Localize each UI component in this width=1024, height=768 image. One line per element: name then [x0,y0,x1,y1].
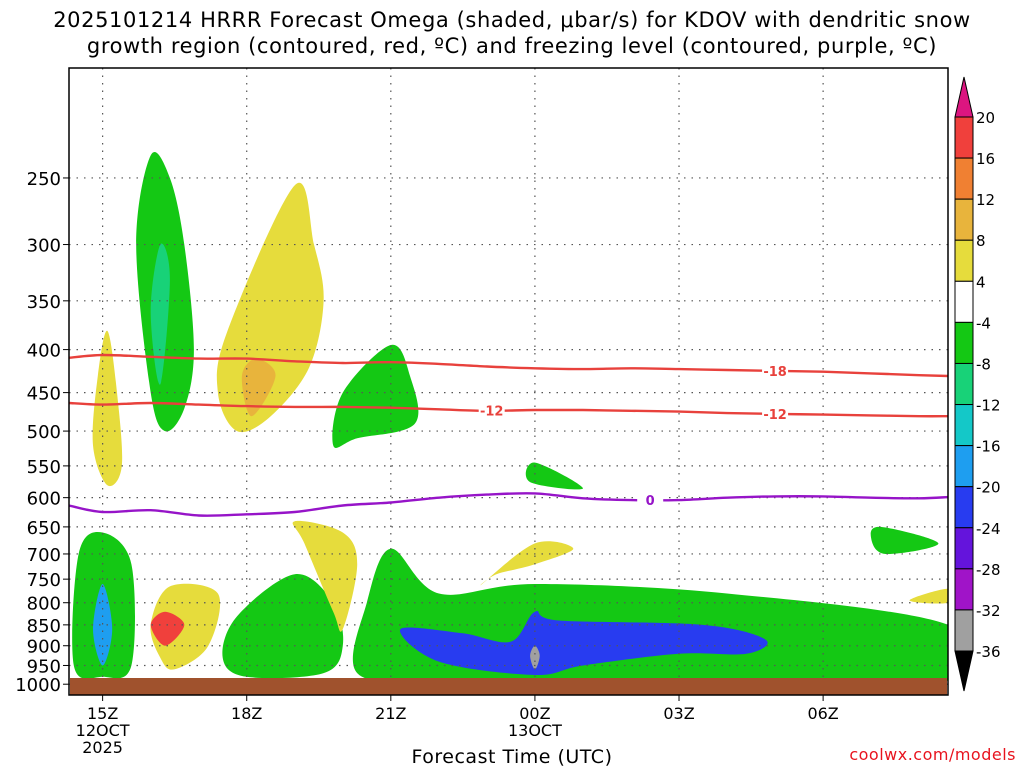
colorbar-band-0 [954,116,974,159]
contour-label-bg [762,362,789,378]
contour-dendritic-top [69,353,948,378]
colorbar-label--8: -8 [976,355,991,373]
colorbar-band-7 [954,404,974,447]
y-tick-label-1000: 1000 [15,675,61,696]
y-tick-label-800: 800 [27,594,61,615]
colorbar-label-4: 4 [976,273,986,291]
contour-label-bg [762,405,789,421]
colorbar-band-3 [954,239,974,282]
x-tick-label-15Z-0: 15Z [87,704,118,723]
colorbar-label--20: -20 [976,479,1001,497]
colorbar-band-2 [954,198,974,241]
y-axis: 2503003504004505005506006507007508008509… [15,169,69,696]
colorbar-label-20: 20 [976,109,995,127]
omega-region-low-sink-i-core [399,610,768,676]
colorbar-label--28: -28 [976,561,1001,579]
contour-label-dendritic-bottom-1: -12 [763,408,787,423]
ground-strip-fill [70,678,947,695]
colorbar-band-12 [954,609,974,652]
colorbar-label-8: 8 [976,232,986,250]
omega-shading [72,152,948,685]
y-tick-label-450: 450 [27,384,61,405]
x-tick-label-21Z-0: 21Z [375,704,406,723]
chart-title-line-2: growth region (contoured, red, ºC) and f… [86,34,938,58]
omega-region-mid-sink-d [332,344,419,449]
x-tick-label-00Z-1: 13OCT [508,721,562,740]
y-tick-label-600: 600 [27,489,61,510]
omega-region-east-sink-l [870,526,939,555]
x-tick-label-18Z-0: 18Z [231,704,262,723]
contour-label-dendritic-bottom-0: -12 [480,405,504,420]
y-tick-label-850: 850 [27,616,61,637]
colorbar-band-6 [954,362,974,406]
colorbar-label--32: -32 [976,602,1001,620]
contour-dendritic-bottom [69,401,948,418]
contour-label-bg [637,492,664,508]
colorbar-band-4 [954,280,974,323]
x-tick-label-15Z-1: 12OCT [76,721,130,740]
omega-region-upper-rise-b-core [241,358,276,417]
colorbar-band-5 [954,321,974,364]
chart-title-line-1: 2025101214 HRRR Forecast Omega (shaded, … [53,8,971,32]
y-tick-label-750: 750 [27,570,61,591]
omega-region-mid-sink-k [525,462,584,490]
colorbar-label--24: -24 [976,520,1001,538]
y-tick-label-550: 550 [27,457,61,478]
colorbar: 20 16 12 8 4 -4 -8 -12 -16 -20 -24 -28 -32 -36 [954,76,1001,692]
contour-label-dendritic-top-0: -18 [763,365,787,380]
omega-region-low-sink-max [530,645,540,670]
colorbar-label--16: -16 [976,438,1001,456]
x-tick-label-03Z-0: 03Z [663,704,694,723]
x-tick-label-15Z-2: 2025 [82,738,123,757]
omega-region-east-rise-m [909,588,948,604]
colorbar-label--12: -12 [976,397,1001,415]
colorbar-band-8 [954,445,974,488]
colorbar-band-9 [954,486,974,529]
omega-region-low-rise-f-core [150,611,185,646]
y-tick-label-650: 650 [27,518,61,539]
y-tick-label-300: 300 [27,236,61,257]
plot-frame [68,67,949,696]
credit-link[interactable]: coolwx.com/models [849,745,1016,764]
y-tick-label-900: 900 [27,637,61,658]
y-tick-label-500: 500 [27,422,61,443]
omega-region-upper-sink-a-core [150,243,170,385]
contour-lines: -18 -12 -12 0 [69,353,948,517]
colorbar-band-1 [954,157,974,200]
omega-region-low-sink-e-core [93,584,113,666]
y-tick-label-400: 400 [27,341,61,362]
colorbar-band-11 [954,568,974,611]
omega-region-mid-rise-j [480,541,574,586]
contour-freezing-level [69,492,948,517]
contour-label-bg [478,402,505,418]
colorbar-band-10 [954,527,974,570]
y-tick-label-350: 350 [27,292,61,313]
colorbar-label--4: -4 [976,314,991,332]
x-tick-label-00Z-0: 00Z [519,704,550,723]
y-tick-label-950: 950 [27,656,61,677]
colorbar-label-12: 12 [976,191,995,209]
ground-strip [70,678,947,695]
colorbar-bottom-arrow [954,650,974,692]
y-tick-label-700: 700 [27,545,61,566]
contour-label-freezing-level-0: 0 [646,494,655,509]
omega-region-low-rise-f [150,583,221,670]
y-tick-label-250: 250 [27,169,61,190]
x-tick-label-06Z-0: 06Z [807,704,838,723]
colorbar-top-arrow [954,76,974,118]
colorbar-label--36: -36 [976,643,1001,661]
omega-region-upper-rise-c [92,330,123,487]
x-axis-label: Forecast Time (UTC) [411,746,613,768]
omega-region-low-sink-i [352,548,948,685]
colorbar-label-16: 16 [976,150,995,168]
omega-region-mid-rise-h [292,520,358,632]
omega-region-upper-rise-b [216,182,324,433]
omega-region-low-sink-g [222,574,344,679]
